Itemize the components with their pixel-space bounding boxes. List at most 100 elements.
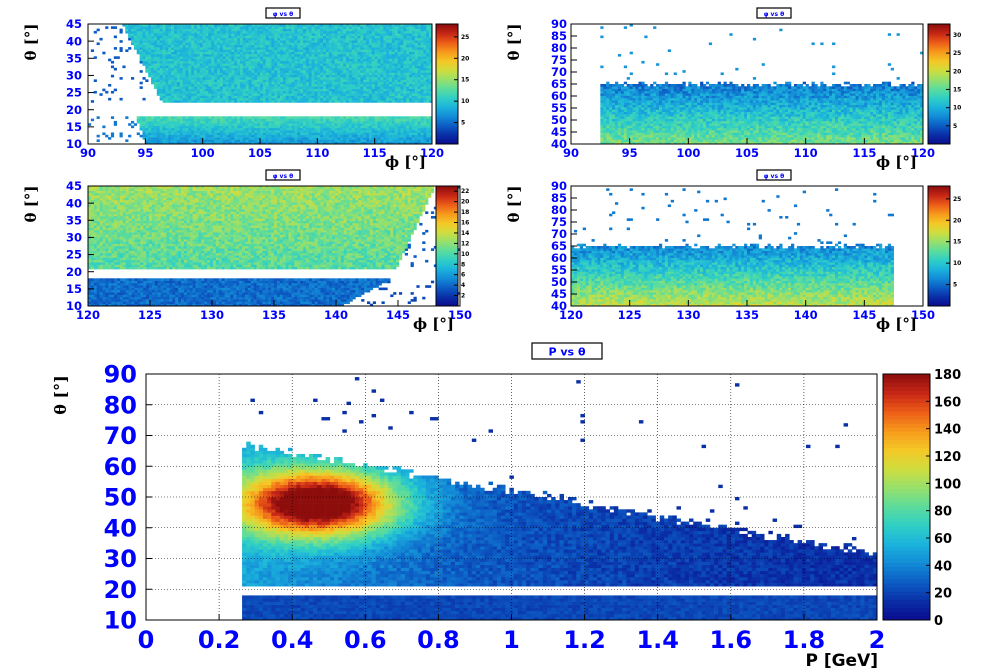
heatmap-cell xyxy=(171,63,175,66)
heatmap-cell xyxy=(156,132,160,136)
heatmap-cell xyxy=(429,97,433,101)
heatmap-cell xyxy=(325,141,330,145)
heatmap-cell xyxy=(128,28,132,32)
heatmap-cell xyxy=(165,125,169,129)
heatmap-cell xyxy=(311,24,315,27)
heatmap-cell xyxy=(280,77,284,80)
heatmap-cell xyxy=(423,26,427,29)
heatmap-cell xyxy=(228,63,232,66)
heatmap-cell xyxy=(380,35,384,39)
heatmap-cell xyxy=(303,54,307,57)
heatmap-cell xyxy=(386,79,390,82)
heatmap-cell xyxy=(311,37,315,41)
heatmap-cell xyxy=(265,81,269,85)
heatmap-cell xyxy=(426,58,430,62)
heatmap-cell xyxy=(400,24,404,27)
heatmap-cell xyxy=(282,86,287,89)
heatmap-cell xyxy=(380,100,384,103)
heatmap-cell xyxy=(153,132,158,136)
heatmap-cell xyxy=(429,70,433,73)
heatmap-cell xyxy=(191,81,195,85)
heatmap-cell xyxy=(337,139,341,142)
heatmap-cell xyxy=(417,139,421,142)
heatmap-cell xyxy=(271,120,275,124)
heatmap-cell xyxy=(168,65,172,69)
heatmap-cell xyxy=(867,141,871,145)
heatmap-cell xyxy=(337,79,341,82)
heatmap-cell xyxy=(162,90,166,94)
heatmap-cell xyxy=(271,134,275,138)
color-scale-step xyxy=(436,34,458,37)
heatmap-cell xyxy=(294,70,298,73)
heatmap-cell xyxy=(199,44,203,48)
heatmap-cell xyxy=(231,95,235,99)
heatmap-cell xyxy=(254,65,258,69)
heatmap-cell xyxy=(251,56,255,59)
heatmap-cell xyxy=(343,79,347,82)
color-scale-step xyxy=(436,60,458,63)
heatmap-cell xyxy=(291,37,295,41)
heatmap-cell xyxy=(185,35,189,39)
heatmap-cell xyxy=(357,26,361,29)
heatmap-cell xyxy=(331,90,335,94)
heatmap-cell xyxy=(397,37,401,41)
heatmap-cell xyxy=(348,51,353,55)
heatmap-cell xyxy=(119,40,123,43)
heatmap-cell xyxy=(409,40,413,43)
heatmap-cell xyxy=(386,118,390,122)
heatmap-cell xyxy=(228,33,232,36)
heatmap-cell xyxy=(366,139,370,142)
heatmap-cell xyxy=(176,26,181,29)
heatmap-cell xyxy=(411,90,416,94)
heatmap-cell xyxy=(334,93,338,96)
heatmap-cell xyxy=(168,120,172,124)
heatmap-cell xyxy=(282,84,287,87)
heatmap-cell xyxy=(371,77,375,80)
heatmap-cell xyxy=(374,70,378,73)
heatmap-cell xyxy=(380,134,384,138)
heatmap-cell xyxy=(151,44,155,48)
heatmap-cell xyxy=(222,139,226,142)
heatmap-cell xyxy=(254,77,258,80)
heatmap-cell xyxy=(271,81,275,85)
heatmap-cell xyxy=(136,47,140,50)
heatmap-cell xyxy=(832,141,836,145)
heatmap-cell xyxy=(159,42,163,46)
heatmap-cell xyxy=(151,63,155,66)
heatmap-cell xyxy=(320,37,324,41)
heatmap-cell xyxy=(142,97,146,101)
heatmap-cell xyxy=(317,134,321,138)
heatmap-cell xyxy=(277,44,281,48)
heatmap-cell xyxy=(351,132,355,136)
heatmap-cell xyxy=(308,118,312,122)
heatmap-cell xyxy=(142,134,146,138)
heatmap-cell xyxy=(305,97,310,101)
heatmap-cell xyxy=(328,54,332,57)
heatmap-cell xyxy=(280,74,284,78)
heatmap-cell xyxy=(354,56,358,59)
heatmap-cell xyxy=(288,134,292,138)
heatmap-cell xyxy=(194,130,198,133)
heatmap-cell xyxy=(426,67,430,71)
heatmap-cell xyxy=(151,139,155,142)
heatmap-cell xyxy=(260,28,264,32)
heatmap-cell xyxy=(397,81,401,85)
heatmap-cell xyxy=(337,56,341,59)
heatmap-cell xyxy=(308,26,312,29)
heatmap-cell xyxy=(776,141,780,145)
heatmap-cell xyxy=(205,97,209,101)
heatmap-cell xyxy=(139,54,143,57)
heatmap-cell xyxy=(305,141,310,145)
heatmap-cell xyxy=(297,60,301,64)
heatmap-cell xyxy=(340,30,344,34)
heatmap-cell xyxy=(142,49,146,52)
heatmap-cell xyxy=(242,74,246,78)
heatmap-cell xyxy=(254,81,258,85)
heatmap-cell xyxy=(348,33,353,36)
heatmap-cell xyxy=(211,30,215,34)
heatmap-cell xyxy=(260,42,264,46)
heatmap-cell xyxy=(383,116,387,119)
heatmap-cell xyxy=(303,134,307,138)
heatmap-cell xyxy=(331,81,335,85)
